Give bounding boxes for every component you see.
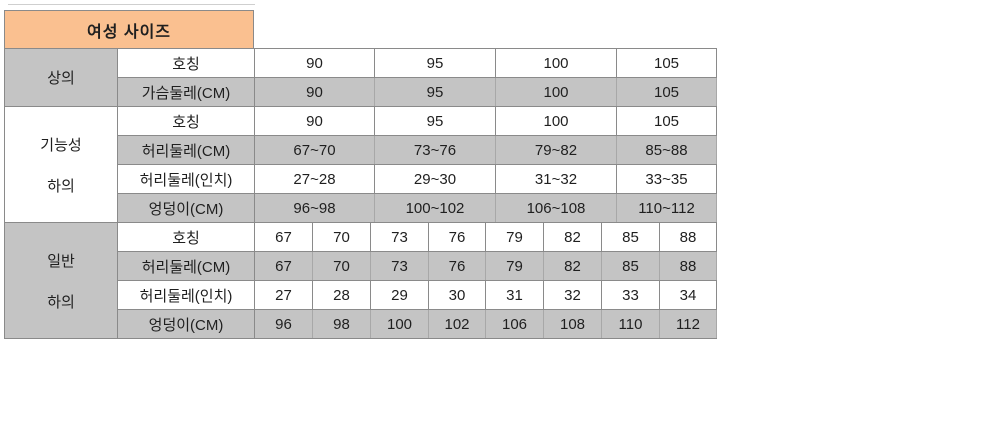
size-value-cell: 85~88 [616,135,717,165]
size-value-cell: 29~30 [374,164,496,194]
category-label: 하의 [47,177,75,195]
size-table-section-regular-bottoms: 일반 하의 호칭 67 70 73 76 79 82 85 88 허리둘레(CM… [4,222,717,339]
size-value-cell: 67~70 [254,135,375,165]
row-label-cell: 호칭 [117,48,255,78]
table-row: 허리둘레(CM) 67 70 73 76 79 82 85 88 [5,251,717,281]
table-row: 가슴둘레(CM) 90 95 100 105 [5,77,717,107]
size-value-cell: 70 [312,251,371,281]
category-cell-tops: 상의 [4,48,118,107]
table-row: 엉덩이(CM) 96 98 100 102 106 108 110 112 [5,309,717,339]
table-row: 상의 호칭 90 95 100 105 [4,48,717,107]
row-label-cell: 가슴둘레(CM) [117,77,255,107]
size-value-cell: 90 [254,48,375,78]
size-value-cell: 85 [601,251,660,281]
size-value-cell: 79~82 [495,135,617,165]
row-label-cell: 호칭 [117,106,255,136]
size-value-cell: 30 [428,280,486,310]
size-value-cell: 88 [659,251,717,281]
size-value-cell: 95 [374,48,496,78]
size-value-cell: 88 [659,222,717,252]
category-label: 기능성 [40,136,82,154]
row-label-cell: 호칭 [117,222,255,252]
chart-title: 여성 사이즈 [86,23,172,41]
table-row: 기능성 하의 호칭 90 95 100 105 [4,106,717,223]
size-value-cell: 31 [485,280,544,310]
size-value-cell: 76 [428,222,486,252]
size-value-cell: 100 [495,77,617,107]
size-value-cell: 110~112 [616,193,717,223]
size-value-cell: 70 [312,222,371,252]
table-row: 일반 하의 호칭 67 70 73 76 79 82 85 88 [4,222,717,339]
size-value-cell: 105 [616,48,717,78]
category-label: 상의 [47,70,75,87]
size-value-cell: 105 [616,77,717,107]
category-label: 일반 [47,252,75,270]
table-row: 허리둘레(CM) 67~70 73~76 79~82 85~88 [5,135,717,165]
category-label: 하의 [47,293,75,311]
row-label-cell: 허리둘레(인치) [117,164,255,194]
size-value-cell: 73 [370,222,429,252]
size-value-cell: 34 [659,280,717,310]
size-value-cell: 108 [543,309,602,339]
size-value-cell: 27~28 [254,164,375,194]
size-value-cell: 29 [370,280,429,310]
size-value-cell: 27 [254,280,313,310]
size-value-cell: 102 [428,309,486,339]
size-value-cell: 73 [370,251,429,281]
size-value-cell: 100 [495,48,617,78]
table-row: 허리둘레(인치) 27 28 29 30 31 32 33 34 [5,280,717,310]
size-value-cell: 110 [601,309,660,339]
size-value-cell: 67 [254,222,313,252]
row-label-cell: 허리둘레(CM) [117,135,255,165]
size-value-cell: 79 [485,222,544,252]
size-table-section-functional-bottoms: 기능성 하의 호칭 90 95 100 105 허리둘레(CM) 67~70 7… [4,106,717,223]
size-value-cell: 73~76 [374,135,496,165]
size-value-cell: 33~35 [616,164,717,194]
table-row: 엉덩이(CM) 96~98 100~102 106~108 110~112 [5,193,717,223]
size-table-section-tops: 상의 호칭 90 95 100 105 가슴둘레(CM) 90 95 100 1… [4,48,717,107]
size-value-cell: 90 [254,106,375,136]
size-value-cell: 106 [485,309,544,339]
row-label-cell: 엉덩이(CM) [117,193,255,223]
size-value-cell: 82 [543,251,602,281]
size-value-cell: 67 [254,251,313,281]
table-row: 허리둘레(인치) 27~28 29~30 31~32 33~35 [5,164,717,194]
size-value-cell: 106~108 [495,193,617,223]
size-value-cell: 95 [374,77,496,107]
row-label-cell: 허리둘레(인치) [117,280,255,310]
size-value-cell: 100 [370,309,429,339]
size-value-cell: 79 [485,251,544,281]
size-value-cell: 100 [495,106,617,136]
size-value-cell: 33 [601,280,660,310]
size-value-cell: 90 [254,77,375,107]
row-label-cell: 엉덩이(CM) [117,309,255,339]
size-value-cell: 82 [543,222,602,252]
size-value-cell: 96~98 [254,193,375,223]
size-value-cell: 85 [601,222,660,252]
size-value-cell: 95 [374,106,496,136]
size-value-cell: 100~102 [374,193,496,223]
category-cell-functional-bottoms: 기능성 하의 [4,106,118,223]
size-value-cell: 105 [616,106,717,136]
size-value-cell: 32 [543,280,602,310]
top-divider-line [8,4,255,5]
size-value-cell: 31~32 [495,164,617,194]
size-table: 상의 호칭 90 95 100 105 가슴둘레(CM) 90 95 100 1… [4,48,717,339]
size-value-cell: 112 [659,309,717,339]
chart-title-box: 여성 사이즈 [4,10,254,49]
category-cell-regular-bottoms: 일반 하의 [4,222,118,339]
size-value-cell: 28 [312,280,371,310]
size-value-cell: 76 [428,251,486,281]
row-label-cell: 허리둘레(CM) [117,251,255,281]
size-value-cell: 96 [254,309,313,339]
size-value-cell: 98 [312,309,371,339]
